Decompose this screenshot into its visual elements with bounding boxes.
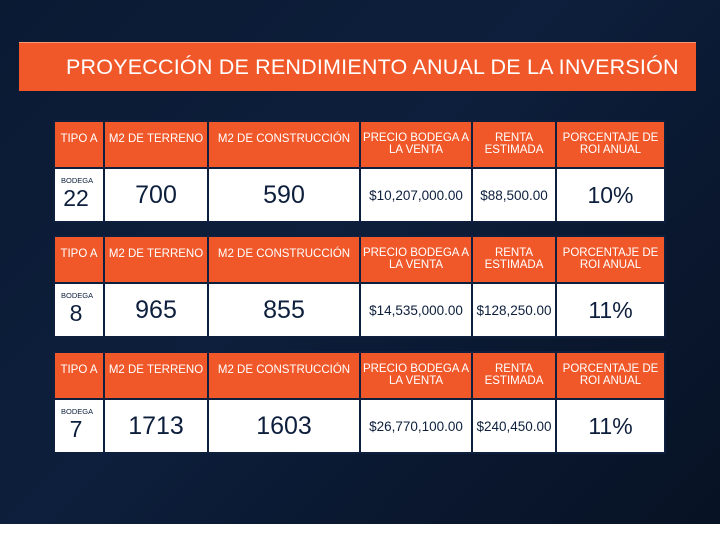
header-terreno: M2 DE TERRENO — [103, 120, 209, 169]
precio-value: $14,535,000.00 — [359, 282, 473, 338]
table-row: BODEGA 22 700 590 $10,207,000.00 $88,500… — [53, 167, 666, 223]
terreno-value: 965 — [103, 282, 209, 338]
bodega-label: BODEGA — [61, 291, 94, 300]
roi-value: 11% — [555, 282, 666, 338]
header-renta: RENTA ESTIMADA — [471, 351, 557, 400]
renta-value: $128,250.00 — [471, 282, 557, 338]
header-roi: PORCENTAJE DE ROI ANUAL — [555, 235, 666, 284]
header-construccion: M2 DE CONSTRUCCIÓN — [207, 120, 361, 169]
bodega-cell: BODEGA 22 — [53, 167, 105, 223]
header-tipo: TIPO A — [53, 235, 105, 284]
table-header-row: TIPO A M2 DE TERRENO M2 DE CONSTRUCCIÓN … — [53, 235, 666, 284]
precio-value: $26,770,100.00 — [359, 398, 473, 454]
table-row: BODEGA 8 965 855 $14,535,000.00 $128,250… — [53, 282, 666, 338]
table-header-row: TIPO A M2 DE TERRENO M2 DE CONSTRUCCIÓN … — [53, 120, 666, 169]
bodega-label: BODEGA — [61, 407, 94, 416]
header-terreno: M2 DE TERRENO — [103, 351, 209, 400]
bodega-cell: BODEGA 7 — [53, 398, 105, 454]
renta-value: $88,500.00 — [471, 167, 557, 223]
header-construccion: M2 DE CONSTRUCCIÓN — [207, 235, 361, 284]
bodega-cell: BODEGA 8 — [53, 282, 105, 338]
header-renta: RENTA ESTIMADA — [471, 120, 557, 169]
roi-value: 10% — [555, 167, 666, 223]
precio-value: $10,207,000.00 — [359, 167, 473, 223]
table-header-row: TIPO A M2 DE TERRENO M2 DE CONSTRUCCIÓN … — [53, 351, 666, 400]
terreno-value: 700 — [103, 167, 209, 223]
header-tipo: TIPO A — [53, 120, 105, 169]
construccion-value: 1603 — [207, 398, 361, 454]
terreno-value: 1713 — [103, 398, 209, 454]
investment-table-2: TIPO A M2 DE TERRENO M2 DE CONSTRUCCIÓN … — [53, 235, 666, 338]
investment-table-3: TIPO A M2 DE TERRENO M2 DE CONSTRUCCIÓN … — [53, 351, 666, 454]
construccion-value: 855 — [207, 282, 361, 338]
header-precio: PRECIO BODEGA A LA VENTA — [359, 120, 473, 169]
title-bar: PROYECCIÓN DE RENDIMIENTO ANUAL DE LA IN… — [19, 42, 696, 91]
bodega-number: 22 — [63, 185, 89, 211]
header-roi: PORCENTAJE DE ROI ANUAL — [555, 351, 666, 400]
header-construccion: M2 DE CONSTRUCCIÓN — [207, 351, 361, 400]
header-terreno: M2 DE TERRENO — [103, 235, 209, 284]
renta-value: $240,450.00 — [471, 398, 557, 454]
header-precio: PRECIO BODEGA A LA VENTA — [359, 235, 473, 284]
header-tipo: TIPO A — [53, 351, 105, 400]
construccion-value: 590 — [207, 167, 361, 223]
header-renta: RENTA ESTIMADA — [471, 235, 557, 284]
bodega-number: 7 — [69, 416, 83, 442]
header-roi: PORCENTAJE DE ROI ANUAL — [555, 120, 666, 169]
slide-background: PROYECCIÓN DE RENDIMIENTO ANUAL DE LA IN… — [0, 0, 720, 524]
bodega-label: BODEGA — [61, 176, 94, 185]
header-precio: PRECIO BODEGA A LA VENTA — [359, 351, 473, 400]
bodega-number: 8 — [69, 300, 83, 326]
investment-table-1: TIPO A M2 DE TERRENO M2 DE CONSTRUCCIÓN … — [53, 120, 666, 223]
page-title: PROYECCIÓN DE RENDIMIENTO ANUAL DE LA IN… — [66, 54, 679, 79]
table-row: BODEGA 7 1713 1603 $26,770,100.00 $240,4… — [53, 398, 666, 454]
roi-value: 11% — [555, 398, 666, 454]
